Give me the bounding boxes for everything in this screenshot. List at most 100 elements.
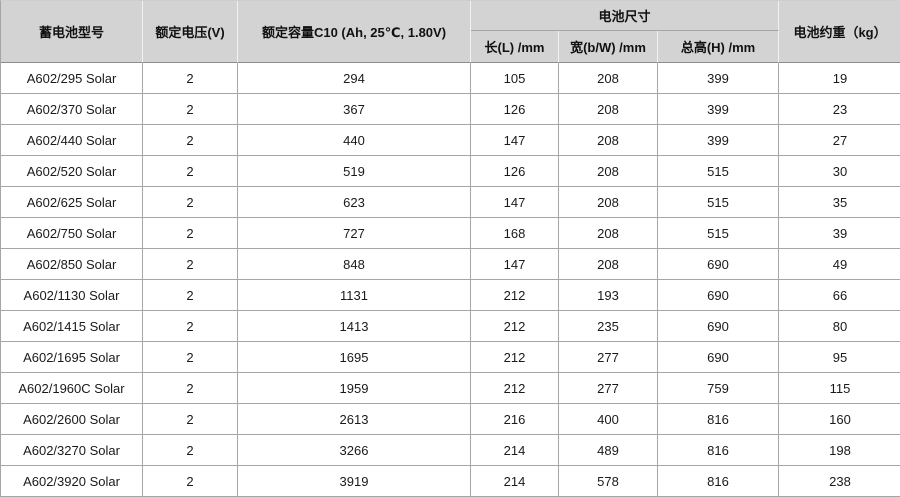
table-row: A602/1130 Solar 2 1131 212 193 690 66 <box>1 280 900 311</box>
cell-height: 690 <box>658 311 780 342</box>
cell-model: A602/2600 Solar <box>1 404 143 435</box>
header-width: 宽(b/W) /mm <box>559 31 658 63</box>
cell-model: A602/625 Solar <box>1 187 143 218</box>
cell-voltage: 2 <box>143 156 238 187</box>
table-row: A602/850 Solar 2 848 147 208 690 49 <box>1 249 900 280</box>
cell-voltage: 2 <box>143 342 238 373</box>
cell-capacity: 519 <box>238 156 471 187</box>
cell-model: A602/3270 Solar <box>1 435 143 466</box>
cell-capacity: 848 <box>238 249 471 280</box>
cell-length: 216 <box>471 404 559 435</box>
cell-length: 168 <box>471 218 559 249</box>
cell-width: 208 <box>559 218 658 249</box>
cell-weight: 35 <box>779 187 900 218</box>
cell-model: A602/295 Solar <box>1 63 143 94</box>
cell-length: 147 <box>471 125 559 156</box>
cell-weight: 115 <box>779 373 900 404</box>
cell-width: 277 <box>559 342 658 373</box>
table-row: A602/1695 Solar 2 1695 212 277 690 95 <box>1 342 900 373</box>
cell-model: A602/440 Solar <box>1 125 143 156</box>
cell-length: 214 <box>471 466 559 497</box>
cell-model: A602/750 Solar <box>1 218 143 249</box>
cell-weight: 49 <box>779 249 900 280</box>
cell-capacity: 623 <box>238 187 471 218</box>
header-capacity: 额定容量C10 (Ah, 25℃, 1.80V) <box>238 1 471 63</box>
cell-width: 193 <box>559 280 658 311</box>
cell-voltage: 2 <box>143 125 238 156</box>
cell-capacity: 727 <box>238 218 471 249</box>
cell-capacity: 1413 <box>238 311 471 342</box>
cell-height: 759 <box>658 373 780 404</box>
cell-weight: 198 <box>779 435 900 466</box>
cell-voltage: 2 <box>143 435 238 466</box>
cell-weight: 160 <box>779 404 900 435</box>
cell-voltage: 2 <box>143 63 238 94</box>
cell-voltage: 2 <box>143 218 238 249</box>
cell-model: A602/1415 Solar <box>1 311 143 342</box>
cell-voltage: 2 <box>143 404 238 435</box>
table-row: A602/3920 Solar 2 3919 214 578 816 238 <box>1 466 900 497</box>
cell-height: 816 <box>658 466 780 497</box>
cell-height: 690 <box>658 280 780 311</box>
cell-capacity: 3919 <box>238 466 471 497</box>
cell-length: 147 <box>471 249 559 280</box>
cell-model: A602/1130 Solar <box>1 280 143 311</box>
cell-width: 208 <box>559 156 658 187</box>
cell-voltage: 2 <box>143 280 238 311</box>
cell-height: 515 <box>658 218 780 249</box>
header-model: 蓄电池型号 <box>1 1 143 63</box>
cell-height: 399 <box>658 125 780 156</box>
table-body: A602/295 Solar 2 294 105 208 399 19 A602/370 So… <box>1 63 900 497</box>
cell-width: 489 <box>559 435 658 466</box>
cell-voltage: 2 <box>143 311 238 342</box>
cell-width: 208 <box>559 63 658 94</box>
cell-voltage: 2 <box>143 466 238 497</box>
cell-model: A602/520 Solar <box>1 156 143 187</box>
header-voltage: 额定电压(V) <box>143 1 238 63</box>
cell-height: 515 <box>658 156 780 187</box>
cell-height: 690 <box>658 342 780 373</box>
table-row: A602/520 Solar 2 519 126 208 515 30 <box>1 156 900 187</box>
cell-voltage: 2 <box>143 94 238 125</box>
cell-capacity: 440 <box>238 125 471 156</box>
cell-length: 147 <box>471 187 559 218</box>
cell-width: 578 <box>559 466 658 497</box>
cell-weight: 23 <box>779 94 900 125</box>
cell-model: A602/1960C Solar <box>1 373 143 404</box>
table-row: A602/2600 Solar 2 2613 216 400 816 160 <box>1 404 900 435</box>
cell-length: 212 <box>471 342 559 373</box>
cell-length: 126 <box>471 94 559 125</box>
header-dimensions-group: 电池尺寸 <box>471 1 780 31</box>
cell-weight: 80 <box>779 311 900 342</box>
cell-width: 208 <box>559 94 658 125</box>
cell-length: 126 <box>471 156 559 187</box>
cell-height: 399 <box>658 63 780 94</box>
cell-length: 105 <box>471 63 559 94</box>
header-height: 总高(H) /mm <box>658 31 780 63</box>
cell-weight: 27 <box>779 125 900 156</box>
cell-voltage: 2 <box>143 187 238 218</box>
table-row: A602/625 Solar 2 623 147 208 515 35 <box>1 187 900 218</box>
cell-weight: 39 <box>779 218 900 249</box>
table-row: A602/440 Solar 2 440 147 208 399 27 <box>1 125 900 156</box>
cell-height: 816 <box>658 404 780 435</box>
cell-capacity: 1131 <box>238 280 471 311</box>
cell-length: 212 <box>471 280 559 311</box>
header-weight: 电池约重（kg） <box>779 1 900 63</box>
cell-width: 400 <box>559 404 658 435</box>
table-row: A602/1415 Solar 2 1413 212 235 690 80 <box>1 311 900 342</box>
cell-model: A602/1695 Solar <box>1 342 143 373</box>
cell-width: 277 <box>559 373 658 404</box>
cell-width: 208 <box>559 187 658 218</box>
table-header: 蓄电池型号 额定电压(V) 额定容量C10 (Ah, 25℃, 1.80V) 电… <box>1 1 900 63</box>
cell-voltage: 2 <box>143 249 238 280</box>
cell-capacity: 294 <box>238 63 471 94</box>
cell-width: 208 <box>559 249 658 280</box>
table-row: A602/3270 Solar 2 3266 214 489 816 198 <box>1 435 900 466</box>
table-row: A602/1960C Solar 2 1959 212 277 759 115 <box>1 373 900 404</box>
cell-height: 690 <box>658 249 780 280</box>
cell-capacity: 367 <box>238 94 471 125</box>
cell-model: A602/850 Solar <box>1 249 143 280</box>
table-row: A602/295 Solar 2 294 105 208 399 19 <box>1 63 900 94</box>
